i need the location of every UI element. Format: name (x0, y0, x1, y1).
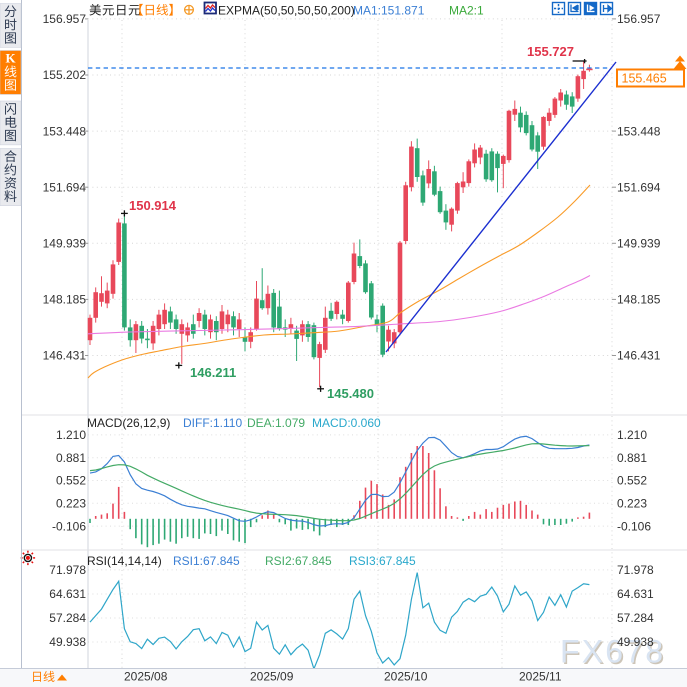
svg-text:0.223: 0.223 (56, 497, 86, 511)
svg-text:151.694: 151.694 (617, 180, 661, 194)
svg-text:K: K (5, 51, 16, 66)
svg-text:RSI(14,14,14): RSI(14,14,14) (87, 554, 162, 568)
svg-text:DEA:1.079: DEA:1.079 (247, 416, 305, 430)
svg-text:EXPMA(50,50,50,50,200): EXPMA(50,50,50,50,200) (218, 4, 355, 18)
svg-text:RSI1:67.845: RSI1:67.845 (173, 554, 240, 568)
svg-text:1.210: 1.210 (56, 428, 86, 442)
svg-text:71.978: 71.978 (617, 563, 654, 577)
svg-text:149.939: 149.939 (617, 237, 661, 251)
svg-text:57.284: 57.284 (49, 611, 86, 625)
svg-text:MACD:0.060: MACD:0.060 (312, 416, 381, 430)
svg-text:149.939: 149.939 (43, 237, 87, 251)
svg-text:0.881: 0.881 (56, 451, 86, 465)
svg-text:146.211: 146.211 (190, 365, 236, 380)
svg-text:-0.106: -0.106 (617, 519, 651, 533)
svg-text:146.431: 146.431 (617, 349, 661, 363)
svg-text:155.202: 155.202 (43, 68, 87, 82)
svg-text:64.631: 64.631 (49, 587, 86, 601)
svg-text:148.185: 148.185 (43, 293, 87, 307)
svg-text:150.914: 150.914 (129, 198, 177, 213)
svg-text:151.694: 151.694 (43, 180, 87, 194)
svg-text:0.552: 0.552 (56, 474, 86, 488)
svg-text:MA2:1: MA2:1 (449, 4, 484, 18)
svg-text:2025/11: 2025/11 (519, 670, 562, 684)
svg-text:0.223: 0.223 (617, 497, 647, 511)
svg-text:0.552: 0.552 (617, 474, 647, 488)
svg-text:49.938: 49.938 (49, 635, 86, 649)
svg-text:156.957: 156.957 (617, 12, 661, 26)
svg-text:146.431: 146.431 (43, 349, 87, 363)
svg-text:57.284: 57.284 (617, 611, 654, 625)
svg-text:0.881: 0.881 (617, 451, 647, 465)
svg-text:156.957: 156.957 (43, 12, 87, 26)
svg-text:148.185: 148.185 (617, 293, 661, 307)
svg-text:FX678: FX678 (562, 635, 667, 671)
svg-text:FX678: FX678 (560, 634, 665, 670)
svg-text:145.480: 145.480 (327, 386, 374, 401)
svg-text:2025/10: 2025/10 (384, 670, 428, 684)
svg-text:RSI2:67.845: RSI2:67.845 (265, 554, 332, 568)
svg-text:153.448: 153.448 (617, 124, 661, 138)
svg-text:-0.106: -0.106 (52, 519, 86, 533)
svg-text:155.465: 155.465 (622, 71, 667, 85)
svg-text:RSI3:67.845: RSI3:67.845 (349, 554, 416, 568)
svg-text:153.448: 153.448 (43, 124, 87, 138)
svg-text:71.978: 71.978 (49, 563, 86, 577)
svg-text:64.631: 64.631 (617, 587, 654, 601)
svg-text:1.210: 1.210 (617, 428, 647, 442)
svg-text:2025/09: 2025/09 (250, 670, 294, 684)
svg-text:MACD(26,12,9): MACD(26,12,9) (87, 416, 170, 430)
svg-text:MA1:151.871: MA1:151.871 (353, 4, 425, 18)
svg-text:DIFF:1.110: DIFF:1.110 (183, 416, 242, 430)
svg-text:2025/08: 2025/08 (124, 670, 168, 684)
svg-text:155.727: 155.727 (527, 44, 574, 59)
svg-text:49.938: 49.938 (617, 635, 654, 649)
